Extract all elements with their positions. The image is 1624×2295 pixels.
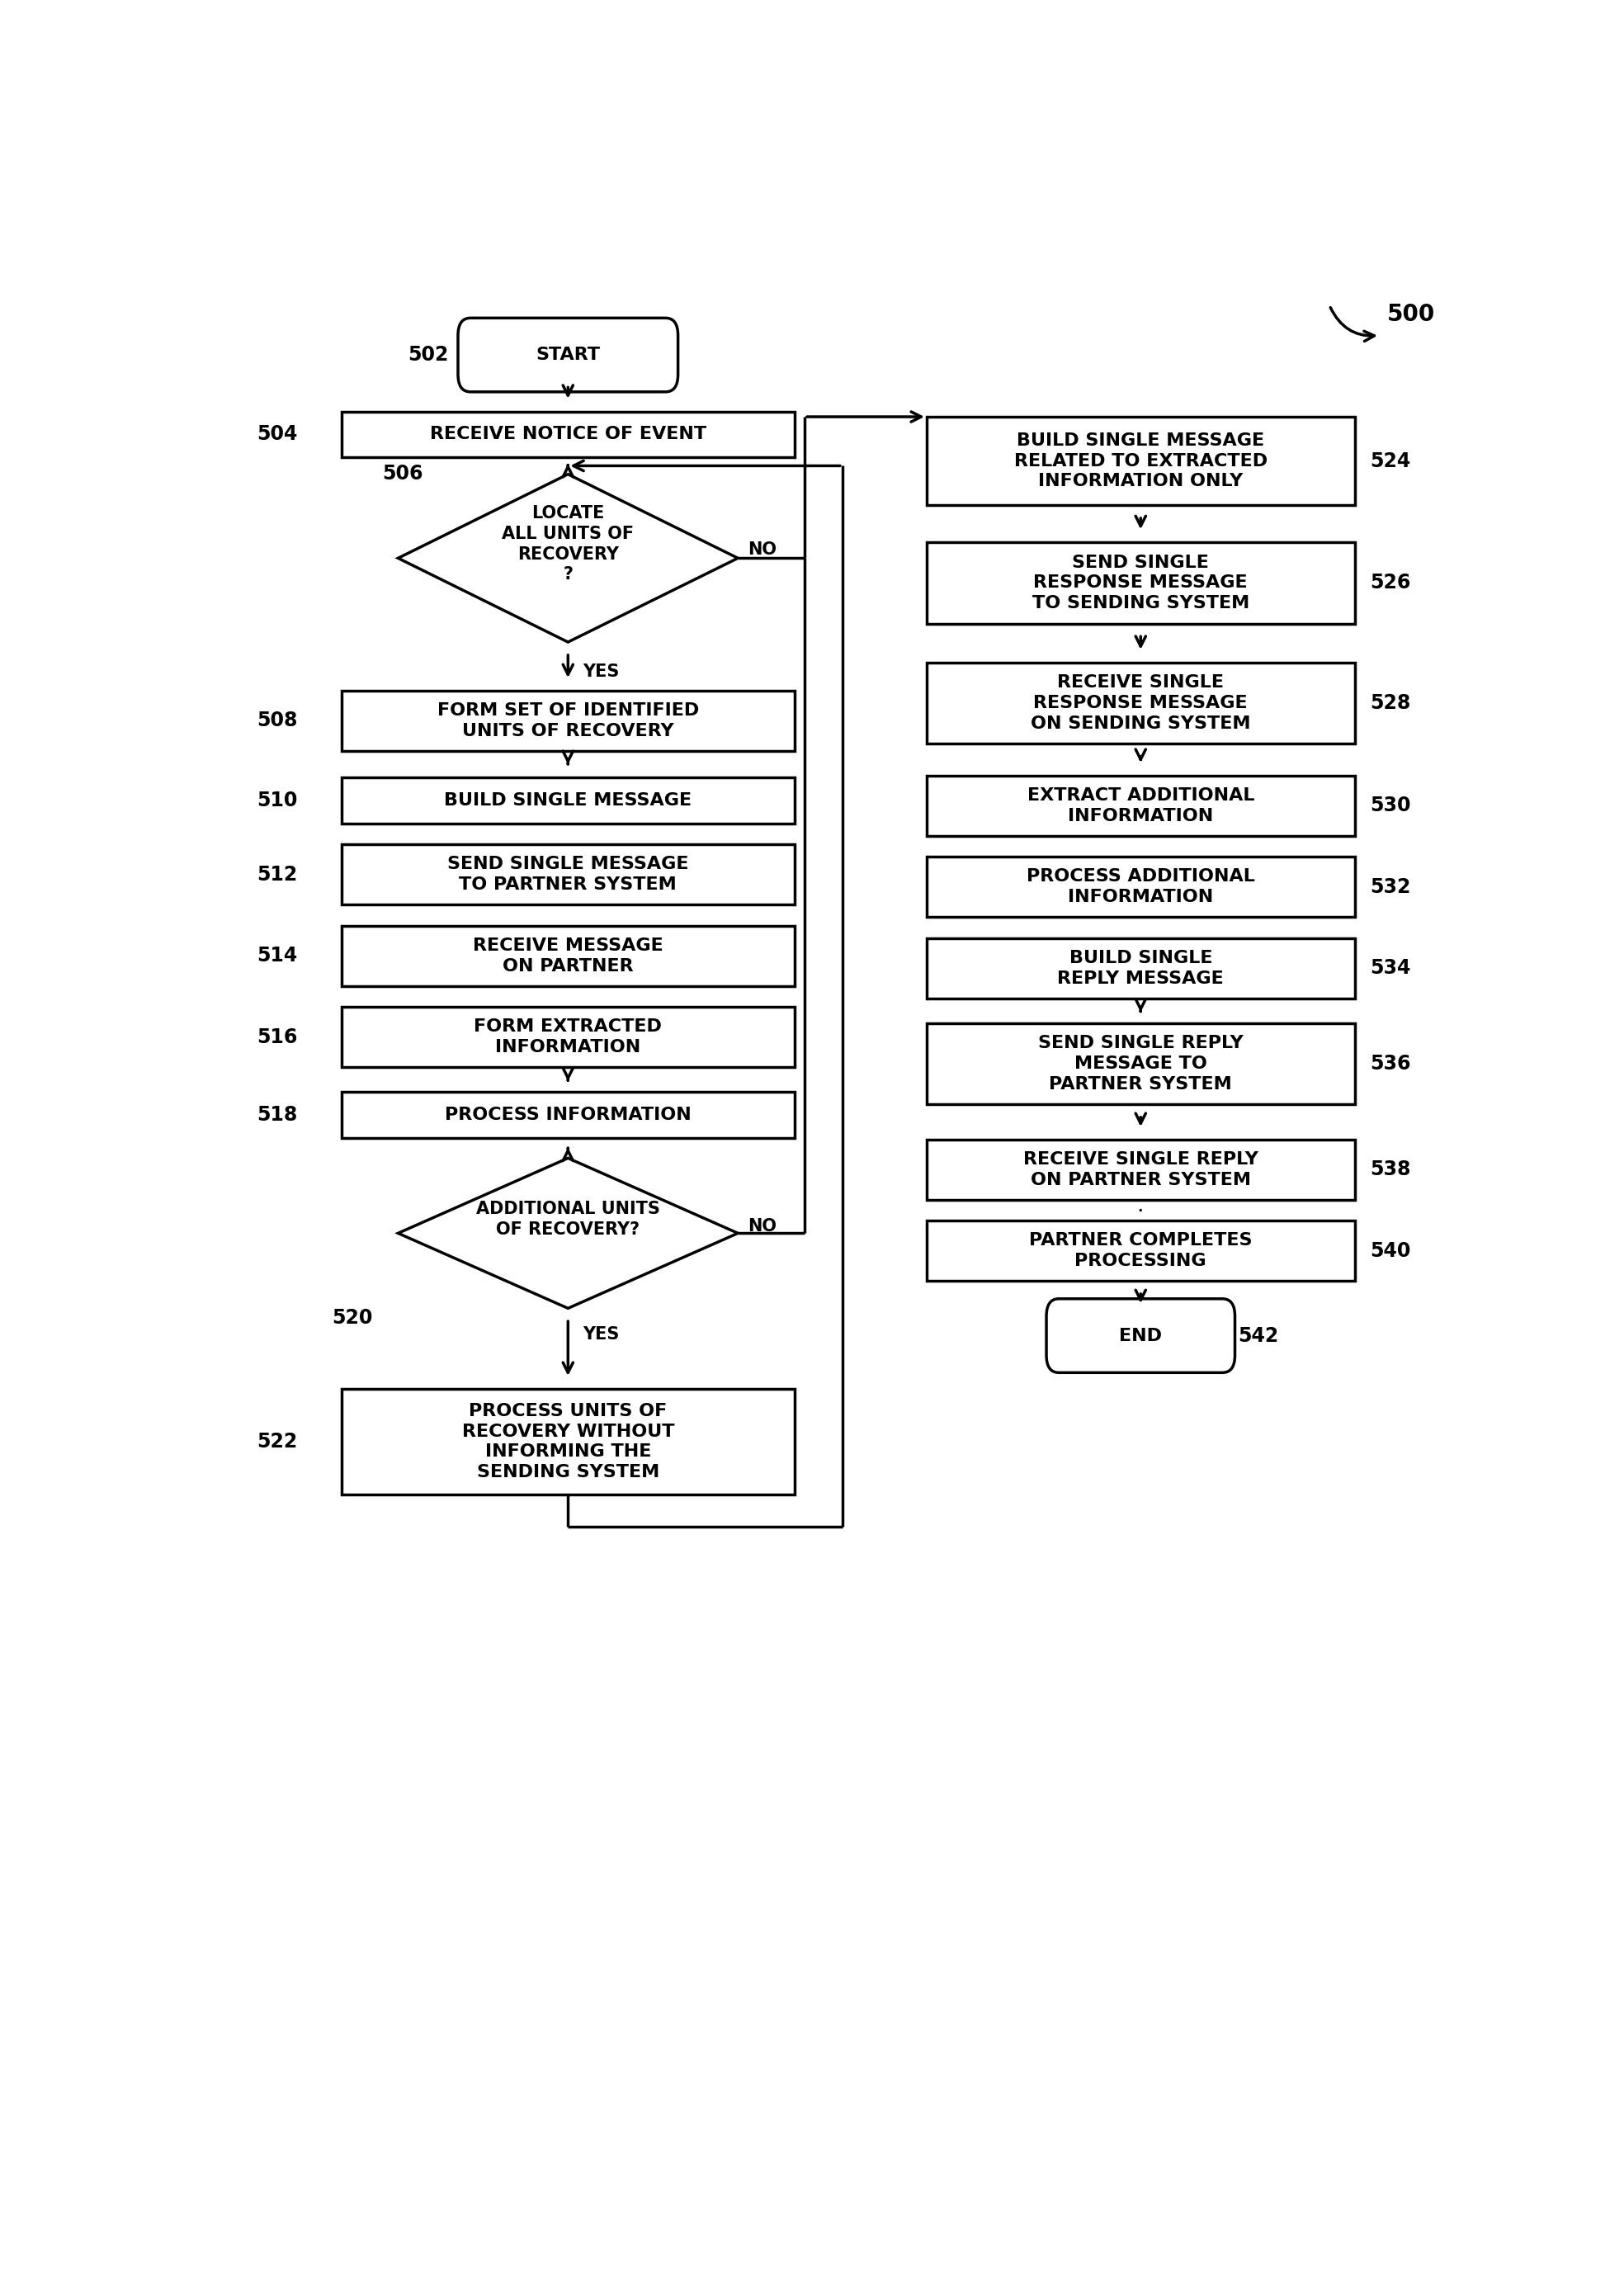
Text: 524: 524 [1369, 452, 1410, 470]
Text: BUILD SINGLE MESSAGE: BUILD SINGLE MESSAGE [443, 792, 692, 808]
Text: 540: 540 [1369, 1242, 1411, 1260]
FancyBboxPatch shape [341, 925, 794, 987]
Text: RECEIVE SINGLE
RESPONSE MESSAGE
ON SENDING SYSTEM: RECEIVE SINGLE RESPONSE MESSAGE ON SENDI… [1031, 675, 1250, 732]
Text: 520: 520 [333, 1308, 374, 1329]
FancyBboxPatch shape [927, 1221, 1354, 1281]
Text: NO: NO [749, 542, 776, 558]
FancyBboxPatch shape [927, 418, 1354, 505]
Text: 506: 506 [382, 464, 424, 484]
FancyBboxPatch shape [341, 845, 794, 904]
Polygon shape [398, 475, 737, 643]
Text: LOCATE
ALL UNITS OF
RECOVERY
?: LOCATE ALL UNITS OF RECOVERY ? [502, 505, 633, 583]
FancyBboxPatch shape [927, 1024, 1354, 1104]
FancyBboxPatch shape [341, 411, 794, 457]
Text: 508: 508 [257, 711, 297, 730]
Text: 502: 502 [408, 344, 448, 365]
FancyBboxPatch shape [341, 1388, 794, 1494]
Text: SEND SINGLE REPLY
MESSAGE TO
PARTNER SYSTEM: SEND SINGLE REPLY MESSAGE TO PARTNER SYS… [1038, 1035, 1244, 1092]
Text: NO: NO [749, 1219, 776, 1235]
Text: EXTRACT ADDITIONAL
INFORMATION: EXTRACT ADDITIONAL INFORMATION [1026, 787, 1254, 824]
Text: 512: 512 [257, 865, 297, 884]
FancyBboxPatch shape [1046, 1299, 1234, 1372]
Text: 518: 518 [257, 1104, 297, 1125]
FancyBboxPatch shape [458, 319, 677, 392]
FancyBboxPatch shape [927, 939, 1354, 998]
Text: PARTNER COMPLETES
PROCESSING: PARTNER COMPLETES PROCESSING [1030, 1232, 1252, 1269]
Text: 522: 522 [257, 1432, 297, 1453]
Polygon shape [398, 1159, 737, 1308]
Text: RECEIVE SINGLE REPLY
ON PARTNER SYSTEM: RECEIVE SINGLE REPLY ON PARTNER SYSTEM [1023, 1152, 1259, 1189]
FancyBboxPatch shape [341, 691, 794, 750]
FancyBboxPatch shape [927, 1141, 1354, 1200]
Text: PROCESS INFORMATION: PROCESS INFORMATION [445, 1106, 692, 1122]
Text: ADDITIONAL UNITS
OF RECOVERY?: ADDITIONAL UNITS OF RECOVERY? [476, 1200, 659, 1237]
FancyBboxPatch shape [341, 1008, 794, 1067]
Text: YES: YES [583, 1327, 620, 1343]
Text: SEND SINGLE
RESPONSE MESSAGE
TO SENDING SYSTEM: SEND SINGLE RESPONSE MESSAGE TO SENDING … [1031, 553, 1249, 610]
Text: BUILD SINGLE MESSAGE
RELATED TO EXTRACTED
INFORMATION ONLY: BUILD SINGLE MESSAGE RELATED TO EXTRACTE… [1013, 431, 1267, 489]
Text: 538: 538 [1369, 1159, 1411, 1180]
Text: SEND SINGLE MESSAGE
TO PARTNER SYSTEM: SEND SINGLE MESSAGE TO PARTNER SYSTEM [447, 856, 689, 893]
Text: 504: 504 [257, 425, 297, 445]
FancyBboxPatch shape [927, 663, 1354, 744]
Text: 516: 516 [257, 1028, 297, 1047]
FancyBboxPatch shape [927, 776, 1354, 835]
Text: RECEIVE MESSAGE
ON PARTNER: RECEIVE MESSAGE ON PARTNER [473, 936, 663, 975]
Text: PROCESS UNITS OF
RECOVERY WITHOUT
INFORMING THE
SENDING SYSTEM: PROCESS UNITS OF RECOVERY WITHOUT INFORM… [461, 1402, 674, 1480]
Text: 532: 532 [1369, 877, 1411, 897]
Text: RECEIVE NOTICE OF EVENT: RECEIVE NOTICE OF EVENT [430, 427, 706, 443]
FancyBboxPatch shape [927, 542, 1354, 624]
Text: PROCESS ADDITIONAL
INFORMATION: PROCESS ADDITIONAL INFORMATION [1026, 868, 1255, 904]
Text: END: END [1119, 1327, 1163, 1345]
Text: FORM EXTRACTED
INFORMATION: FORM EXTRACTED INFORMATION [474, 1019, 663, 1056]
Text: 536: 536 [1369, 1053, 1411, 1074]
FancyBboxPatch shape [341, 1092, 794, 1138]
Text: 530: 530 [1369, 796, 1411, 815]
Text: 510: 510 [257, 789, 297, 810]
Text: START: START [536, 347, 601, 363]
Text: BUILD SINGLE
REPLY MESSAGE: BUILD SINGLE REPLY MESSAGE [1057, 950, 1224, 987]
Text: 526: 526 [1369, 574, 1411, 592]
Text: 542: 542 [1237, 1327, 1278, 1345]
Text: 514: 514 [257, 946, 297, 966]
Text: 534: 534 [1369, 959, 1411, 978]
Text: FORM SET OF IDENTIFIED
UNITS OF RECOVERY: FORM SET OF IDENTIFIED UNITS OF RECOVERY [437, 702, 698, 739]
FancyBboxPatch shape [927, 856, 1354, 918]
Text: YES: YES [583, 663, 620, 679]
Text: 528: 528 [1369, 693, 1411, 714]
FancyBboxPatch shape [341, 778, 794, 824]
Text: 500: 500 [1387, 303, 1436, 326]
